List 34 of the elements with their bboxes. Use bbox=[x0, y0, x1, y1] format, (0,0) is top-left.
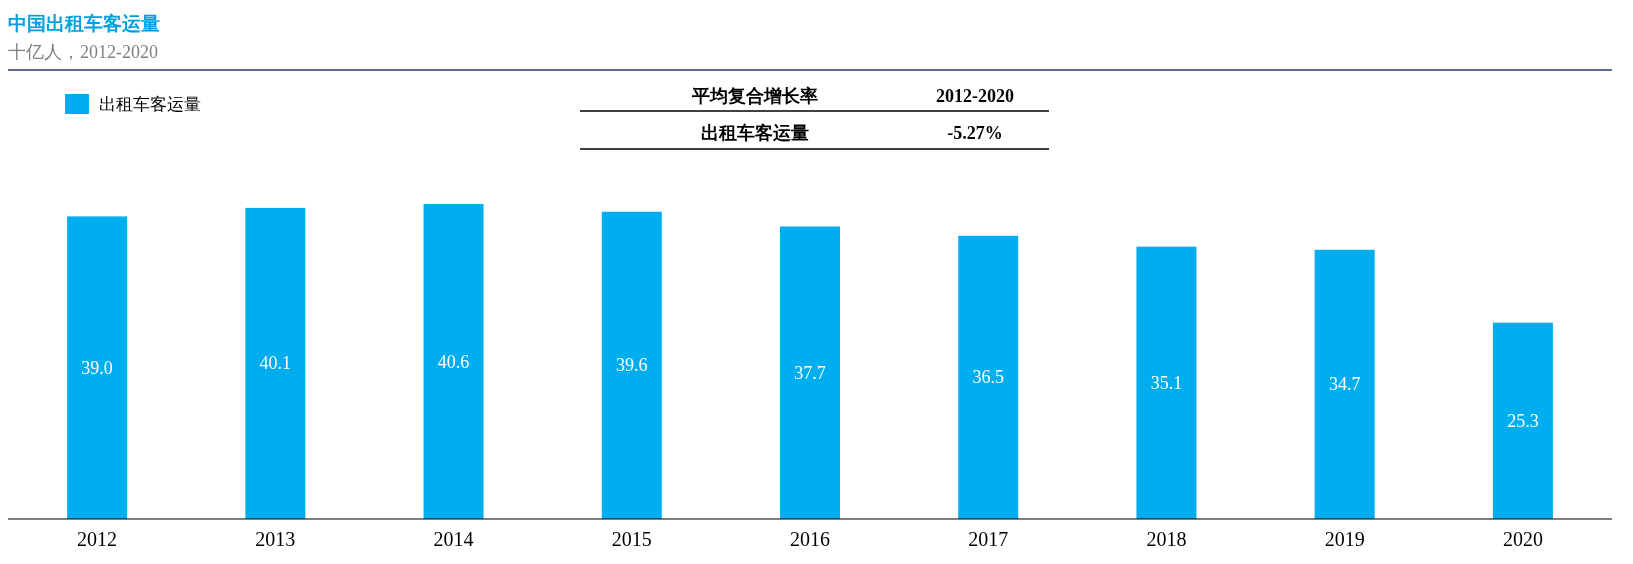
x-tick-label: 2018 bbox=[1146, 528, 1187, 550]
data-label: 34.7 bbox=[1328, 374, 1361, 395]
bar bbox=[67, 216, 128, 519]
x-tick-label: 2017 bbox=[968, 528, 1009, 550]
data-label: 39.0 bbox=[81, 357, 113, 378]
bar bbox=[245, 207, 306, 519]
text: -5.27% bbox=[947, 123, 1003, 143]
x-tick-label: 2013 bbox=[255, 528, 296, 550]
text: 平均复合增长率 bbox=[691, 86, 818, 106]
chart-subtitle: 十亿人，2012-2020 bbox=[8, 42, 158, 62]
data-label: 39.6 bbox=[616, 355, 648, 376]
x-tick-label: 2020 bbox=[1502, 528, 1543, 550]
data-label: 25.3 bbox=[1507, 410, 1539, 431]
bar bbox=[1136, 246, 1197, 519]
bar bbox=[423, 204, 484, 519]
x-tick-label: 2012 bbox=[77, 528, 118, 550]
chart-title: 中国出租车客运量 bbox=[8, 13, 160, 34]
legend-label: 出租车客运量 bbox=[99, 95, 201, 114]
data-label: 36.5 bbox=[972, 367, 1004, 388]
x-tick-label: 2014 bbox=[433, 528, 474, 550]
bar bbox=[1492, 322, 1553, 519]
bar bbox=[958, 235, 1019, 519]
text: 出租车客运量 bbox=[701, 123, 809, 143]
x-tick-label: 2019 bbox=[1324, 528, 1365, 550]
data-label: 40.1 bbox=[259, 353, 292, 374]
x-tick-label: 2015 bbox=[611, 528, 652, 550]
bar bbox=[1314, 249, 1375, 519]
bar bbox=[601, 211, 662, 519]
x-tick-label: 2016 bbox=[790, 528, 830, 550]
data-label: 35.1 bbox=[1150, 372, 1183, 393]
bar bbox=[780, 226, 840, 519]
data-label: 37.7 bbox=[794, 362, 826, 383]
data-label: 40.6 bbox=[437, 351, 470, 372]
text: 2012-2020 bbox=[936, 86, 1014, 106]
